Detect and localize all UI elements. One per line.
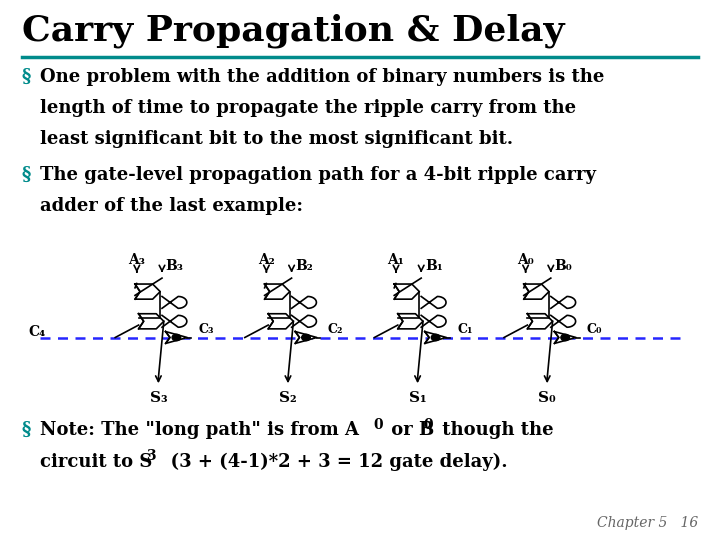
Text: Chapter 5   16: Chapter 5 16 xyxy=(597,516,698,530)
Text: S₂: S₂ xyxy=(279,392,297,406)
Text: A₂: A₂ xyxy=(258,253,275,267)
Text: adder of the last example:: adder of the last example: xyxy=(40,197,302,215)
Circle shape xyxy=(431,334,440,341)
Polygon shape xyxy=(397,314,423,329)
Circle shape xyxy=(172,334,181,341)
Text: B₂: B₂ xyxy=(295,259,313,273)
Text: C₂: C₂ xyxy=(328,323,343,336)
Polygon shape xyxy=(292,315,317,327)
Text: S₀: S₀ xyxy=(539,392,556,406)
Polygon shape xyxy=(551,315,576,327)
Text: One problem with the addition of binary numbers is the: One problem with the addition of binary … xyxy=(40,68,604,85)
Text: The gate-level propagation path for a 4-bit ripple carry: The gate-level propagation path for a 4-… xyxy=(40,166,595,184)
Text: C₃: C₃ xyxy=(198,323,214,336)
Text: circuit to S: circuit to S xyxy=(40,453,152,470)
Polygon shape xyxy=(425,332,446,343)
Polygon shape xyxy=(162,315,187,327)
Polygon shape xyxy=(295,332,317,343)
Text: B₃: B₃ xyxy=(166,259,184,273)
Polygon shape xyxy=(268,314,294,329)
Text: (3 + (4-1)*2 + 3 = 12 gate delay).: (3 + (4-1)*2 + 3 = 12 gate delay). xyxy=(158,453,508,471)
Text: C₁: C₁ xyxy=(457,323,473,336)
Text: C₄: C₄ xyxy=(29,325,46,339)
Text: least significant bit to the most significant bit.: least significant bit to the most signif… xyxy=(40,130,513,148)
Polygon shape xyxy=(135,284,161,299)
Text: §: § xyxy=(22,68,31,85)
Text: §: § xyxy=(22,166,31,184)
Text: Carry Propagation & Delay: Carry Propagation & Delay xyxy=(22,14,564,48)
Polygon shape xyxy=(138,314,163,329)
Polygon shape xyxy=(527,314,553,329)
Text: B₀: B₀ xyxy=(554,259,572,273)
Circle shape xyxy=(302,334,310,341)
Text: S₃: S₃ xyxy=(150,392,167,406)
Text: though the: though the xyxy=(436,421,553,439)
Polygon shape xyxy=(524,284,549,299)
Polygon shape xyxy=(554,332,576,343)
Text: A₁: A₁ xyxy=(387,253,405,267)
Polygon shape xyxy=(395,284,419,299)
Text: §: § xyxy=(22,421,31,439)
Text: S₁: S₁ xyxy=(409,392,426,406)
Text: 3: 3 xyxy=(146,449,156,463)
Text: 0: 0 xyxy=(373,418,382,432)
Polygon shape xyxy=(166,332,187,343)
Text: A₀: A₀ xyxy=(517,253,534,267)
Text: length of time to propagate the ripple carry from the: length of time to propagate the ripple c… xyxy=(40,99,576,117)
Polygon shape xyxy=(292,296,317,308)
Text: A₃: A₃ xyxy=(128,253,145,267)
Text: or B: or B xyxy=(385,421,434,439)
Polygon shape xyxy=(162,296,187,308)
Text: C₀: C₀ xyxy=(587,323,603,336)
Text: B₁: B₁ xyxy=(425,259,443,273)
Text: 0: 0 xyxy=(423,418,433,432)
Text: Note: The "long path" is from A: Note: The "long path" is from A xyxy=(40,421,359,439)
Polygon shape xyxy=(421,296,446,308)
Polygon shape xyxy=(265,284,289,299)
Polygon shape xyxy=(421,315,446,327)
Polygon shape xyxy=(551,296,576,308)
Circle shape xyxy=(561,334,570,341)
